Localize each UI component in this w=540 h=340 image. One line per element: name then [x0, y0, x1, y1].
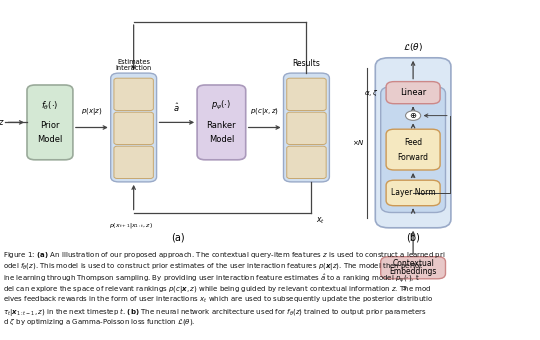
FancyBboxPatch shape — [284, 73, 329, 182]
FancyBboxPatch shape — [114, 112, 153, 144]
Text: odel $f_\theta(z)$. This model is used to construct prior estimates of the user : odel $f_\theta(z)$. This model is used t… — [3, 261, 423, 272]
Text: $x_t$: $x_t$ — [316, 216, 326, 226]
FancyBboxPatch shape — [287, 78, 326, 110]
FancyBboxPatch shape — [287, 112, 326, 144]
Text: Figure 1: $\mathbf{(a)}$ An Illustration of our proposed approach. The contextua: Figure 1: $\mathbf{(a)}$ An Illustration… — [3, 250, 445, 260]
Text: $\hat{a}$: $\hat{a}$ — [173, 101, 180, 114]
Circle shape — [406, 111, 421, 120]
Text: Embeddings: Embeddings — [389, 267, 437, 276]
Text: $\tau_t|\boldsymbol{x}_{1:t-1}, z)$ in the next timestep $t$. $\mathbf{(b)}$ The: $\tau_t|\boldsymbol{x}_{1:t-1}, z)$ in t… — [3, 306, 426, 318]
Text: Estimates: Estimates — [117, 58, 150, 65]
Text: $f_{\theta}(\cdot)$: $f_{\theta}(\cdot)$ — [42, 99, 58, 112]
Text: $s$: $s$ — [402, 284, 408, 292]
Text: Contextual: Contextual — [392, 259, 434, 268]
Text: $p(x|z)$: $p(x|z)$ — [81, 106, 103, 117]
Text: $p_{\psi}(\cdot)$: $p_{\psi}(\cdot)$ — [212, 99, 231, 112]
Text: Ranker: Ranker — [207, 121, 236, 130]
Text: $\times N$: $\times N$ — [352, 138, 365, 147]
FancyBboxPatch shape — [27, 85, 73, 160]
FancyBboxPatch shape — [386, 129, 440, 170]
Text: Linear: Linear — [400, 88, 426, 97]
FancyBboxPatch shape — [375, 58, 451, 228]
FancyBboxPatch shape — [386, 180, 440, 206]
Text: ine learning through Thompson sampling. By providing user interaction feature es: ine learning through Thompson sampling. … — [3, 272, 420, 285]
Text: Layer Norm: Layer Norm — [391, 188, 435, 198]
Text: $\alpha, \zeta$: $\alpha, \zeta$ — [363, 88, 378, 98]
Text: Forward: Forward — [397, 153, 429, 162]
FancyBboxPatch shape — [381, 257, 446, 279]
Text: $p(c|x, z)$: $p(c|x, z)$ — [250, 106, 279, 117]
FancyBboxPatch shape — [381, 87, 446, 212]
Text: Interaction: Interaction — [116, 65, 152, 71]
Text: eives feedback rewards in the form of user interactions $x_t$ which are used to : eives feedback rewards in the form of us… — [3, 295, 433, 305]
FancyBboxPatch shape — [114, 146, 153, 178]
FancyBboxPatch shape — [114, 78, 153, 110]
Text: d $\zeta$ by optimizing a Gamma-Poisson loss function $\mathcal{L}(\theta)$.: d $\zeta$ by optimizing a Gamma-Poisson … — [3, 317, 195, 327]
Text: Feed: Feed — [404, 138, 422, 147]
FancyBboxPatch shape — [386, 82, 440, 104]
Text: Model: Model — [37, 135, 63, 144]
Text: Model: Model — [209, 135, 234, 144]
Text: (b): (b) — [406, 233, 420, 243]
FancyBboxPatch shape — [287, 146, 326, 178]
Text: $\mathcal{L}(\theta)$: $\mathcal{L}(\theta)$ — [403, 41, 423, 53]
Text: $z$: $z$ — [0, 118, 4, 127]
Text: Results: Results — [293, 59, 320, 68]
Text: del can explore the space of relevant rankings $p(c|\boldsymbol{x}, z)$ while be: del can explore the space of relevant ra… — [3, 284, 431, 294]
FancyBboxPatch shape — [197, 85, 246, 160]
FancyBboxPatch shape — [111, 73, 157, 182]
Text: $p(x_{t+1}|x_{1:t}, z)$: $p(x_{t+1}|x_{1:t}, z)$ — [109, 221, 153, 230]
Text: (a): (a) — [171, 233, 185, 243]
Text: Prior: Prior — [40, 121, 60, 130]
Text: $\oplus$: $\oplus$ — [409, 111, 417, 120]
